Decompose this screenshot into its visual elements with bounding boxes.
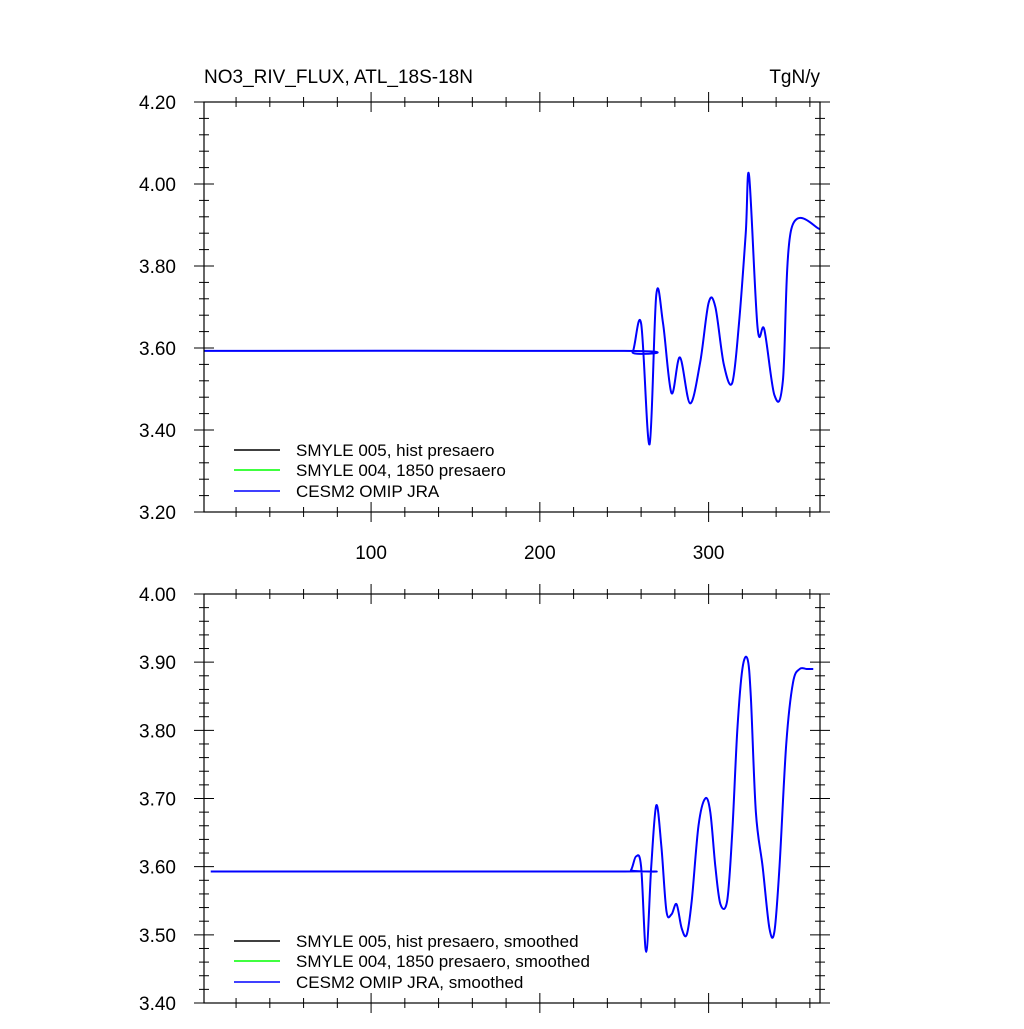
tick-layer: 3.20 3.40 3.60 3.80 4.00 4.20 100 200 300 (139, 92, 830, 564)
chart-title: NO3_RIV_FLUX, ATL_18S-18N (204, 67, 473, 88)
legend-label-omip: CESM2 OMIP JRA (296, 482, 440, 501)
y-tick-label: 3.60 (139, 339, 176, 360)
y-tick-label: 3.90 (139, 653, 176, 674)
x-tick-label: 200 (524, 543, 556, 564)
y-tick-label: 3.20 (139, 503, 176, 524)
y-tick-label: 3.70 (139, 790, 176, 811)
y-tick-label: 3.40 (139, 994, 176, 1015)
y-tick-label: 3.80 (139, 721, 176, 742)
top-panel: NO3_RIV_FLUX, ATL_18S-18N TgN/y 3.20 3.40… (139, 67, 830, 564)
series-line-2 (203, 171, 821, 446)
tick-layer: 3.40 3.50 3.60 3.70 3.80 3.90 4.00 (139, 584, 830, 1015)
x-tick-label: 100 (355, 543, 387, 564)
legend-label-omip-smoothed: CESM2 OMIP JRA, smoothed (296, 973, 523, 992)
y-tick-label: 4.00 (139, 175, 176, 196)
plot-frame (203, 101, 821, 513)
legend: SMYLE 005, hist presaero SMYLE 004, 1850… (234, 441, 506, 501)
series-layer (203, 171, 821, 446)
series-layer (210, 655, 814, 953)
legend: SMYLE 005, hist presaero, smoothed SMYLE… (234, 932, 590, 992)
y-tick-label: 3.80 (139, 257, 176, 278)
y-tick-label: 4.20 (139, 93, 176, 114)
legend-label-smyle005-smoothed: SMYLE 005, hist presaero, smoothed (296, 932, 579, 951)
series-line-2 (210, 655, 814, 953)
x-tick-label: 300 (693, 543, 725, 564)
y-tick-label: 3.40 (139, 421, 176, 442)
units-label: TgN/y (769, 67, 820, 88)
legend-label-smyle005: SMYLE 005, hist presaero (296, 441, 494, 460)
y-tick-label: 3.50 (139, 926, 176, 947)
legend-label-smyle004-smoothed: SMYLE 004, 1850 presaero, smoothed (296, 952, 590, 971)
plot-frame (203, 593, 821, 1004)
y-tick-label: 4.00 (139, 585, 176, 606)
legend-label-smyle004: SMYLE 004, 1850 presaero (296, 461, 506, 480)
y-tick-label: 3.60 (139, 858, 176, 879)
bottom-panel: 3.40 3.50 3.60 3.70 3.80 3.90 4.00 SMYLE 005, … (139, 584, 830, 1015)
